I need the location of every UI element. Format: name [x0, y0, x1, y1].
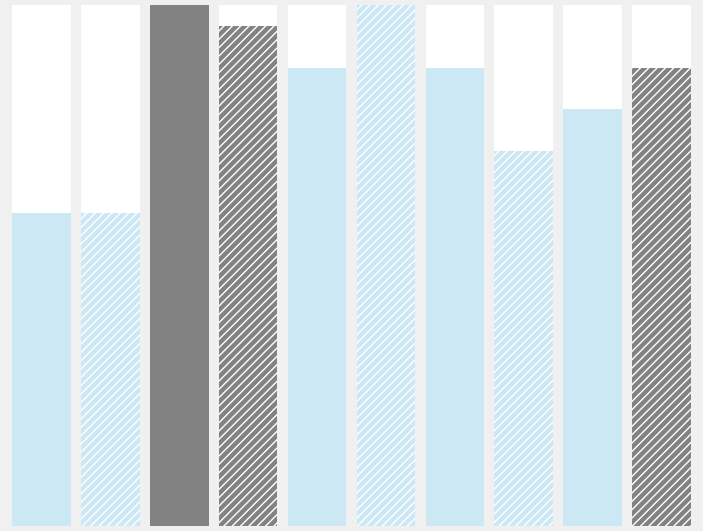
- Bar: [219, 5, 278, 526]
- Bar: [150, 5, 209, 526]
- Bar: [494, 5, 553, 151]
- Bar: [563, 5, 622, 526]
- Bar: [494, 5, 553, 526]
- Bar: [632, 5, 691, 68]
- Bar: [288, 5, 347, 68]
- Bar: [12, 5, 71, 213]
- Bar: [81, 5, 140, 526]
- Bar: [219, 5, 278, 26]
- Bar: [563, 5, 622, 109]
- Bar: [81, 5, 140, 213]
- Bar: [356, 5, 415, 526]
- Bar: [12, 5, 71, 526]
- Bar: [425, 5, 484, 526]
- Bar: [632, 5, 691, 526]
- Bar: [288, 5, 347, 526]
- Bar: [425, 5, 484, 68]
